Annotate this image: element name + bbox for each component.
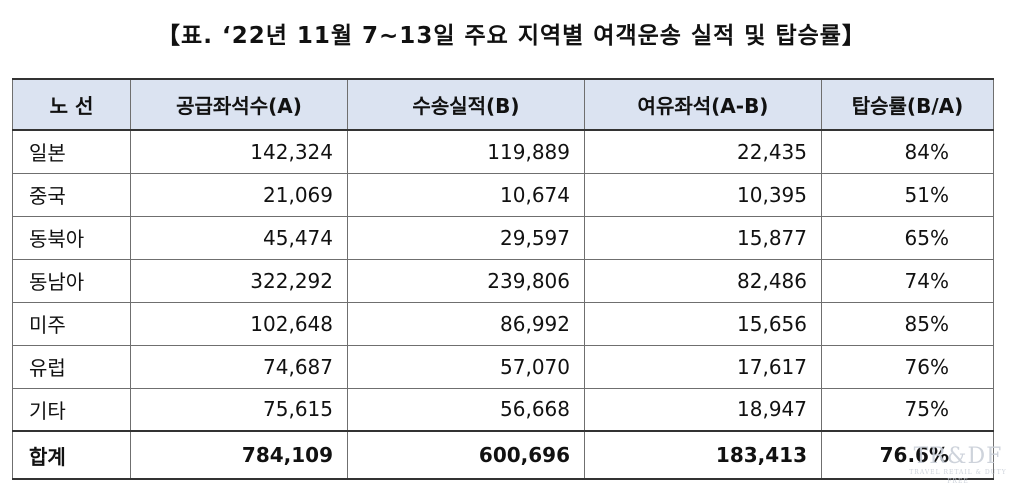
table-row: 일본 142,324 119,889 22,435 84% bbox=[12, 129, 994, 174]
spare-seats-cell: 18,947 bbox=[584, 387, 822, 432]
passengers-carried-cell: 57,070 bbox=[347, 344, 585, 389]
watermark-main-text: TR&DF bbox=[913, 444, 1003, 469]
header-passengers-carried: 수송실적(B) bbox=[347, 78, 585, 131]
passengers-carried-cell: 239,806 bbox=[347, 258, 585, 303]
load-factor-cell: 51% bbox=[821, 172, 994, 217]
total-row: 합계 784,109 600,696 183,413 76.6% bbox=[12, 430, 994, 480]
table-row: 동북아 45,474 29,597 15,877 65% bbox=[12, 215, 994, 260]
route-cell: 일본 bbox=[12, 129, 131, 174]
load-factor-cell: 76% bbox=[821, 344, 994, 389]
passengers-carried-cell: 119,889 bbox=[347, 129, 585, 174]
spare-seats-cell: 82,486 bbox=[584, 258, 822, 303]
passengers-carried-cell: 10,674 bbox=[347, 172, 585, 217]
table-row: 기타 75,615 56,668 18,947 75% bbox=[12, 387, 994, 432]
spare-seats-cell: 10,395 bbox=[584, 172, 822, 217]
seats-supplied-cell: 322,292 bbox=[130, 258, 348, 303]
route-cell: 미주 bbox=[12, 301, 131, 346]
route-cell: 기타 bbox=[12, 387, 131, 432]
load-factor-cell: 65% bbox=[821, 215, 994, 260]
passengers-carried-cell: 56,668 bbox=[347, 387, 585, 432]
passenger-stats-table: 노 선 공급좌석수(A) 수송실적(B) 여유좌석(A-B) 탑승률(B/A) … bbox=[12, 78, 994, 480]
total-passengers-carried-cell: 600,696 bbox=[347, 430, 585, 480]
seats-supplied-cell: 75,615 bbox=[130, 387, 348, 432]
route-cell: 동북아 bbox=[12, 215, 131, 260]
load-factor-cell: 74% bbox=[821, 258, 994, 303]
passengers-carried-cell: 86,992 bbox=[347, 301, 585, 346]
total-load-factor-cell: 76.6% bbox=[821, 430, 994, 480]
total-seats-supplied-cell: 784,109 bbox=[130, 430, 348, 480]
table-row: 미주 102,648 86,992 15,656 85% bbox=[12, 301, 994, 346]
load-factor-cell: 75% bbox=[821, 387, 994, 432]
load-factor-cell: 85% bbox=[821, 301, 994, 346]
header-route: 노 선 bbox=[12, 78, 131, 131]
header-spare-seats: 여유좌석(A-B) bbox=[584, 78, 822, 131]
route-cell: 동남아 bbox=[12, 258, 131, 303]
seats-supplied-cell: 21,069 bbox=[130, 172, 348, 217]
total-spare-seats-cell: 183,413 bbox=[584, 430, 822, 480]
seats-supplied-cell: 102,648 bbox=[130, 301, 348, 346]
total-label-cell: 합계 bbox=[12, 430, 131, 480]
header-seats-supplied: 공급좌석수(A) bbox=[130, 78, 348, 131]
watermark-sub-text: TRAVEL RETAIL & DUTY FREE bbox=[909, 469, 1007, 485]
seats-supplied-cell: 74,687 bbox=[130, 344, 348, 389]
table-row: 유럽 74,687 57,070 17,617 76% bbox=[12, 344, 994, 389]
spare-seats-cell: 15,656 bbox=[584, 301, 822, 346]
watermark-logo: TR&DF TRAVEL RETAIL & DUTY FREE bbox=[899, 446, 1017, 486]
route-cell: 중국 bbox=[12, 172, 131, 217]
passengers-carried-cell: 29,597 bbox=[347, 215, 585, 260]
spare-seats-cell: 15,877 bbox=[584, 215, 822, 260]
spare-seats-cell: 17,617 bbox=[584, 344, 822, 389]
table-row: 중국 21,069 10,674 10,395 51% bbox=[12, 172, 994, 217]
header-load-factor: 탑승률(B/A) bbox=[821, 78, 994, 131]
spare-seats-cell: 22,435 bbox=[584, 129, 822, 174]
load-factor-cell: 84% bbox=[821, 129, 994, 174]
header-row: 노 선 공급좌석수(A) 수송실적(B) 여유좌석(A-B) 탑승률(B/A) bbox=[12, 78, 994, 131]
seats-supplied-cell: 142,324 bbox=[130, 129, 348, 174]
seats-supplied-cell: 45,474 bbox=[130, 215, 348, 260]
route-cell: 유럽 bbox=[12, 344, 131, 389]
table-row: 동남아 322,292 239,806 82,486 74% bbox=[12, 258, 994, 303]
table-title: 【표. ‘22년 11월 7~13일 주요 지역별 여객운송 실적 및 탑승률】 bbox=[157, 23, 866, 49]
